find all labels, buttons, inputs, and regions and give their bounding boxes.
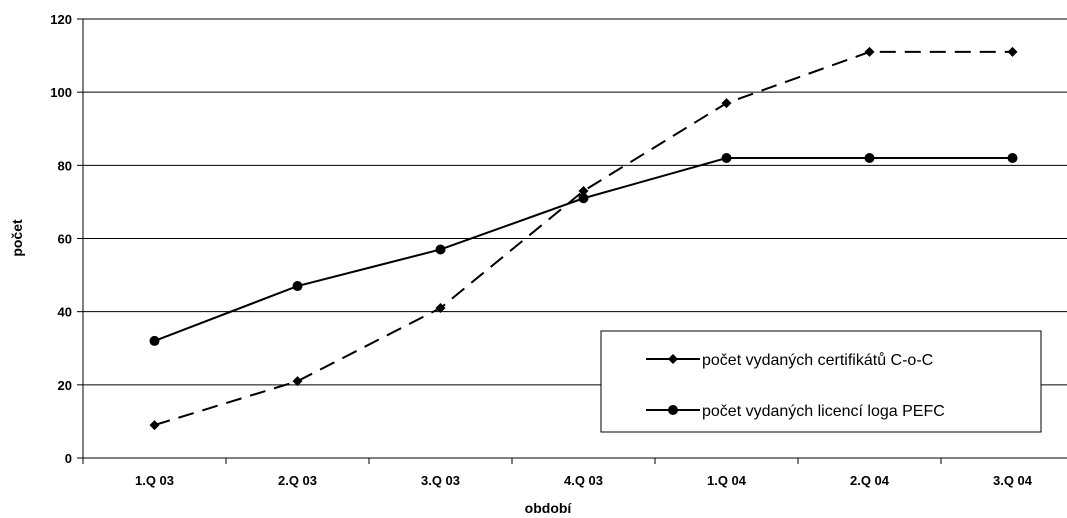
x-tick-label-6: 2.Q 04: [850, 473, 890, 488]
x-tick-label-2: 2.Q 03: [278, 473, 317, 488]
legend-items: [646, 354, 700, 415]
series-lines: [149, 46, 1018, 431]
y-tick-label-120: 120: [50, 12, 72, 27]
x-tick-label-3: 3.Q 03: [421, 473, 460, 488]
series-2-point-2: [292, 281, 303, 292]
axes: [77, 18, 1067, 464]
series-2-point-3: [435, 244, 446, 255]
legend-box: [600, 330, 1042, 433]
legend: počet vydaných certifikátů C-o-C počet v…: [600, 330, 1042, 433]
y-axis-title: počet: [9, 219, 25, 257]
legend-sample-marker-1: [668, 354, 678, 364]
series-2-point-4: [578, 193, 589, 204]
x-tick-label-7: 3.Q 04: [993, 473, 1033, 488]
y-tick-label-0: 0: [65, 451, 72, 466]
y-tick-label-20: 20: [58, 378, 72, 393]
x-axis-title: období: [525, 500, 573, 516]
series-1-point-4: [578, 185, 589, 196]
series-1-point-6: [864, 46, 875, 57]
series-1-point-5: [721, 98, 732, 109]
legend-label-pefc: počet vydaných licencí loga PEFC: [702, 403, 945, 420]
y-tick-labels: 0 20 40 60 80 100 120: [50, 12, 72, 466]
y-tick-label-60: 60: [58, 232, 72, 247]
x-tick-label-1: 1.Q 03: [135, 473, 174, 488]
y-tick-label-80: 80: [58, 158, 72, 173]
series-2-point-7: [1007, 153, 1018, 164]
y-tick-label-100: 100: [50, 85, 72, 100]
legend-sample-marker-2: [668, 405, 678, 415]
series-1-point-1: [149, 420, 160, 431]
x-tick-label-5: 1.Q 04: [707, 473, 747, 488]
series-2-point-5: [721, 153, 732, 164]
series-1-point-3: [435, 303, 446, 314]
legend-label-coc: počet vydaných certifikátů C-o-C: [702, 351, 933, 369]
series-1-point-2: [292, 376, 303, 387]
x-tick-label-4: 4.Q 03: [564, 473, 603, 488]
x-tick-labels: 1.Q 03 2.Q 03 3.Q 03 4.Q 03 1.Q 04 2.Q 04 3.Q …: [135, 473, 1033, 488]
series-2-point-6: [864, 153, 875, 164]
series-1-point-7: [1007, 46, 1018, 57]
series-2-point-1: [149, 335, 160, 346]
y-tick-label-40: 40: [58, 305, 72, 320]
series-line-2: [154, 157, 1013, 342]
